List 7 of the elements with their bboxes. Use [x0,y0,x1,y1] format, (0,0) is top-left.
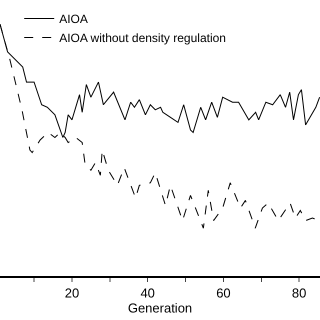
legend-label: AIOA [59,12,88,26]
x-tick-label: 80 [292,285,306,300]
legend-label: AIOA without density regulation [59,31,226,46]
x-tick-label: 60 [216,285,231,300]
x-tick-label: 20 [64,285,80,300]
x-tick-label: 40 [140,285,155,300]
x-axis-title: Generation [128,300,192,316]
